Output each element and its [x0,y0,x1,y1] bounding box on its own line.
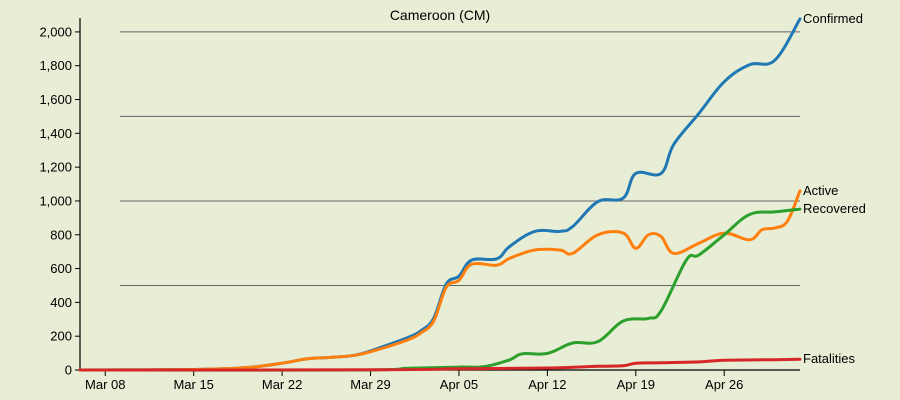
series-line-active [78,189,802,372]
x-tick-label: Mar 22 [262,377,302,392]
y-tick-label: 400 [50,295,72,310]
y-tick-label: 1,400 [39,126,72,141]
y-tick-label: 1,000 [39,193,72,208]
y-tick-label: 600 [50,261,72,276]
y-tick-label: 2,000 [39,24,72,39]
x-tick-label: Apr 26 [705,377,743,392]
series-lines [78,17,802,372]
x-tick-label: Apr 05 [440,377,478,392]
series-label-active: Active [803,183,838,198]
y-tick-label: 200 [50,329,72,344]
x-tick-label: Mar 08 [85,377,125,392]
series-line-fatalities [78,357,802,372]
series-labels: Confirmed Active Recovered Fatalities [803,11,866,366]
y-tick-label: 1,800 [39,58,72,73]
gridlines [120,31,800,286]
series-line-confirmed [78,17,802,372]
chart-title: Cameroon (CM) [390,7,490,23]
series-label-fatalities: Fatalities [803,351,856,366]
y-tick-label: 800 [50,227,72,242]
series-label-confirmed: Confirmed [803,11,863,26]
x-tick-label: Mar 15 [173,377,213,392]
y-tick-label: 1,600 [39,92,72,107]
series-line-recovered [78,207,802,372]
y-tick-label: 1,200 [39,160,72,175]
x-tick-label: Apr 19 [617,377,655,392]
series-label-recovered: Recovered [803,201,866,216]
y-tick-label: 0 [65,363,72,378]
axes: 0 200 400 600 800 1,000 1,200 1,400 1,600 1,800 2,… [39,18,800,392]
x-tick-label: Mar 29 [350,377,390,392]
x-tick-label: Apr 12 [528,377,566,392]
